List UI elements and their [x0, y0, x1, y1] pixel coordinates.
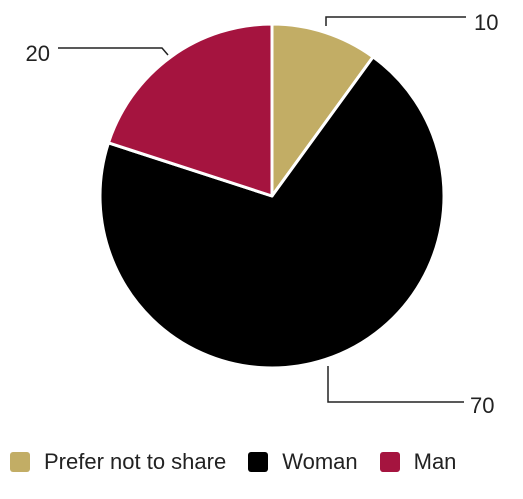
legend-swatch-woman: [248, 452, 269, 472]
pie-chart: 10 70 20: [26, 10, 499, 418]
leader-line-prefer-not-to-share: [325, 16, 466, 26]
legend-item-man[interactable]: Man: [379, 449, 457, 475]
pie-slice-woman[interactable]: [98, 55, 446, 370]
legend-label: Man: [413, 449, 457, 474]
leader-lines: [58, 16, 466, 403]
legend-swatch-prefer-not-to-share: [10, 452, 30, 472]
pie-slice-prefer-not-to-share[interactable]: [270, 22, 375, 198]
legend-label: Woman: [282, 449, 358, 474]
data-label-man: 20: [26, 41, 50, 66]
legend-swatch-man: [379, 452, 400, 472]
legend: Prefer not to share Woman Man: [10, 447, 478, 477]
data-label-woman: 70: [470, 393, 494, 418]
pie-slice-man[interactable]: [106, 22, 274, 198]
data-label-prefer-not-to-share: 10: [474, 10, 498, 35]
leader-line-man: [58, 47, 169, 56]
legend-label: Prefer not to share: [44, 449, 227, 474]
pie-slices: [98, 22, 446, 370]
legend-item-woman[interactable]: Woman: [248, 449, 358, 475]
legend-item-prefer-not-to-share[interactable]: Prefer not to share: [10, 449, 226, 475]
leader-line-woman: [327, 366, 464, 403]
